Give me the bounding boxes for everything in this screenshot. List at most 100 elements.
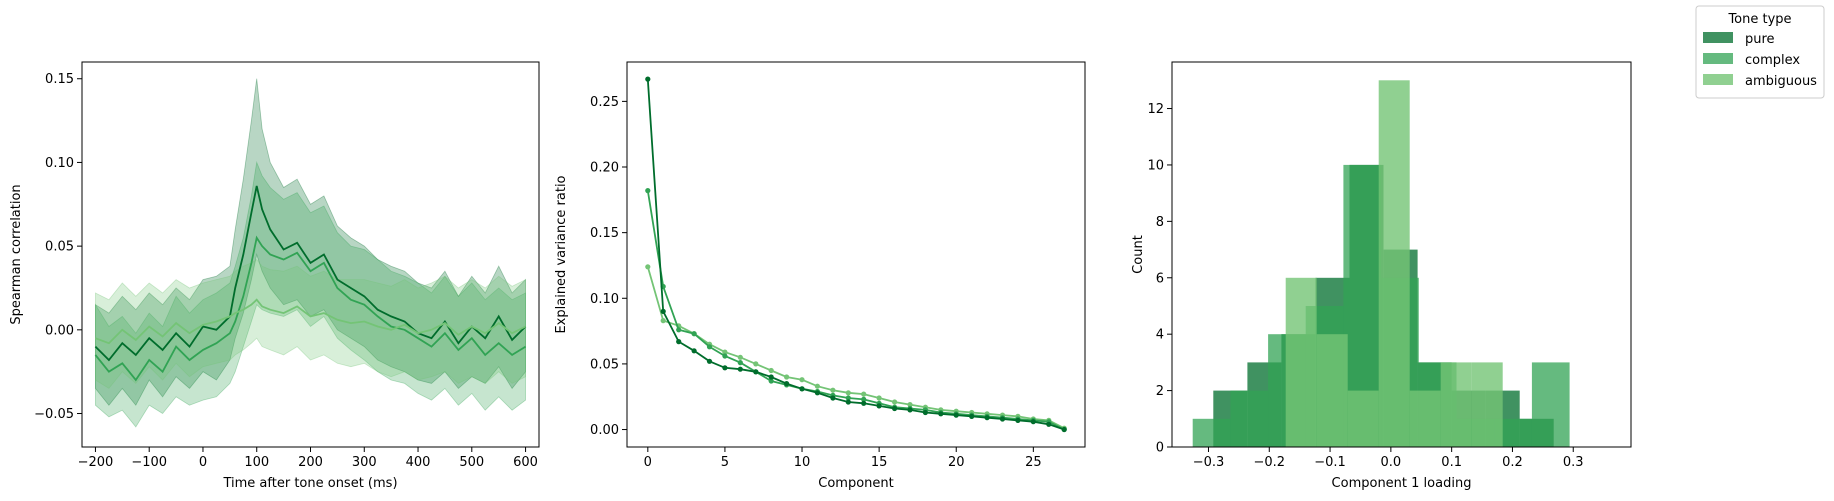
data-point-pure bbox=[768, 374, 774, 380]
legend-label-ambiguous: ambiguous bbox=[1745, 74, 1817, 89]
hist-bar-ambiguous bbox=[1316, 334, 1348, 447]
panel-correlation: −200 −100 0 100 200 300 400 500 600 −0.05 0.00 0.05… bbox=[9, 61, 540, 491]
x-tick-label: 25 bbox=[1025, 455, 1042, 470]
x-tick-label: 0 bbox=[644, 455, 652, 470]
x-tick-label: 0.0 bbox=[1381, 455, 1402, 470]
data-point-ambiguous bbox=[768, 367, 774, 374]
data-point-ambiguous bbox=[799, 377, 805, 383]
data-point-pure bbox=[1015, 417, 1021, 423]
y-tick-label: 0.15 bbox=[590, 226, 619, 241]
data-point-pure bbox=[907, 407, 913, 413]
x-axis-label: Time after tone onset (ms) bbox=[222, 476, 397, 491]
data-point-pure bbox=[938, 411, 944, 417]
y-tick-label: 0 bbox=[1156, 441, 1164, 456]
series-line-ambiguous bbox=[646, 266, 1065, 430]
y-tick-label: 0.00 bbox=[45, 323, 74, 338]
x-axis-label: Component 1 loading bbox=[1332, 476, 1472, 491]
x-tick-label: −0.3 bbox=[1193, 455, 1225, 470]
x-tick-label: −0.2 bbox=[1253, 455, 1285, 470]
y-axis-label: Explained variance ratio bbox=[554, 175, 569, 333]
data-point-pure bbox=[676, 339, 682, 345]
data-point-ambiguous bbox=[645, 264, 651, 270]
data-point-pure bbox=[953, 412, 959, 418]
data-point-pure bbox=[645, 76, 651, 82]
hist-bar-complex bbox=[1531, 362, 1570, 447]
axes-frame bbox=[1171, 61, 1632, 448]
y-tick-label: 0.10 bbox=[590, 292, 619, 307]
x-tick-label: −0.1 bbox=[1314, 455, 1346, 470]
data-point-ambiguous bbox=[892, 399, 898, 405]
x-tick-label: 500 bbox=[459, 455, 484, 470]
data-point-ambiguous bbox=[845, 390, 851, 396]
data-point-ambiguous bbox=[722, 349, 728, 355]
series-line-complex bbox=[94, 235, 527, 382]
data-point-pure bbox=[830, 395, 836, 401]
x-axis-label: Component bbox=[818, 476, 893, 491]
hist-bar-complex bbox=[1230, 390, 1269, 447]
data-point-ambiguous bbox=[784, 374, 790, 380]
y-tick-label: 4 bbox=[1156, 328, 1164, 343]
data-point-pure bbox=[784, 381, 790, 387]
hist-bar-ambiguous bbox=[1378, 80, 1410, 448]
x-tick-label: 0.2 bbox=[1502, 455, 1523, 470]
y-axis-label: Spearman correlation bbox=[9, 184, 24, 324]
hist-bar-complex bbox=[1192, 418, 1231, 447]
data-point-pure bbox=[753, 369, 759, 375]
ci-band-ambiguous bbox=[95, 258, 526, 389]
data-point-complex bbox=[861, 396, 867, 402]
x-tick-label: 20 bbox=[948, 455, 965, 470]
data-point-pure bbox=[660, 308, 666, 314]
x-tick-label: 400 bbox=[406, 455, 431, 470]
data-point-ambiguous bbox=[753, 361, 759, 367]
plot-area bbox=[94, 78, 527, 428]
hist-bar-ambiguous bbox=[1347, 390, 1379, 447]
x-tick-label: 300 bbox=[352, 455, 377, 470]
panel-variance: 0 5 10 15 20 25 0.00 0.05 0.10 0.15 0.20 0.25 Compon… bbox=[554, 61, 1086, 491]
data-point-pure bbox=[969, 413, 975, 419]
data-point-complex bbox=[691, 331, 697, 337]
x-tick-label: 0.3 bbox=[1563, 455, 1584, 470]
x-tick-label: −100 bbox=[131, 455, 167, 470]
legend-label-complex: complex bbox=[1745, 53, 1800, 68]
series-line-ambiguous bbox=[95, 298, 527, 345]
legend-swatch-pure bbox=[1703, 32, 1733, 43]
hist-bar-ambiguous bbox=[1471, 362, 1503, 447]
legend-title: Tone type bbox=[1727, 12, 1791, 27]
x-tick-label: 5 bbox=[721, 455, 729, 470]
data-point-pure bbox=[861, 400, 867, 406]
data-point-complex bbox=[768, 378, 774, 384]
x-tick-label: 100 bbox=[244, 455, 269, 470]
y-tick-label: 0.20 bbox=[590, 161, 619, 176]
x-tick-label: −200 bbox=[78, 455, 114, 470]
data-point-pure bbox=[1030, 419, 1036, 425]
y-axis-label: Count bbox=[1131, 235, 1146, 274]
y-tick-label: 6 bbox=[1156, 271, 1164, 286]
y-tick-label: 0.10 bbox=[45, 156, 74, 171]
ci-band-pure bbox=[95, 78, 526, 406]
legend-label-pure: pure bbox=[1745, 32, 1775, 47]
data-point-ambiguous bbox=[830, 387, 836, 393]
y-tick-label: 0.15 bbox=[45, 72, 74, 87]
data-point-complex bbox=[737, 360, 743, 366]
ci-band-complex bbox=[95, 160, 526, 428]
x-tick-label: 0.1 bbox=[1441, 455, 1462, 470]
data-point-pure bbox=[1061, 426, 1067, 433]
data-point-complex bbox=[645, 188, 651, 194]
series-line-pure bbox=[646, 79, 1065, 431]
y-tick-label: 0.25 bbox=[590, 95, 619, 110]
x-tick-label: 0 bbox=[199, 455, 207, 470]
data-point-ambiguous bbox=[814, 383, 821, 389]
data-point-pure bbox=[892, 405, 898, 412]
data-point-complex bbox=[722, 353, 728, 359]
legend: Tone type pure complex ambiguous bbox=[1695, 5, 1825, 99]
legend-swatch-complex bbox=[1703, 53, 1733, 64]
data-point-pure bbox=[706, 358, 713, 364]
data-point-pure bbox=[1046, 421, 1052, 427]
data-point-pure bbox=[922, 409, 929, 416]
x-tick-label: 10 bbox=[794, 455, 811, 470]
data-point-pure bbox=[799, 386, 805, 392]
series-line-complex bbox=[646, 190, 1065, 431]
data-point-pure bbox=[984, 415, 990, 421]
hist-bar-ambiguous bbox=[1440, 362, 1472, 447]
